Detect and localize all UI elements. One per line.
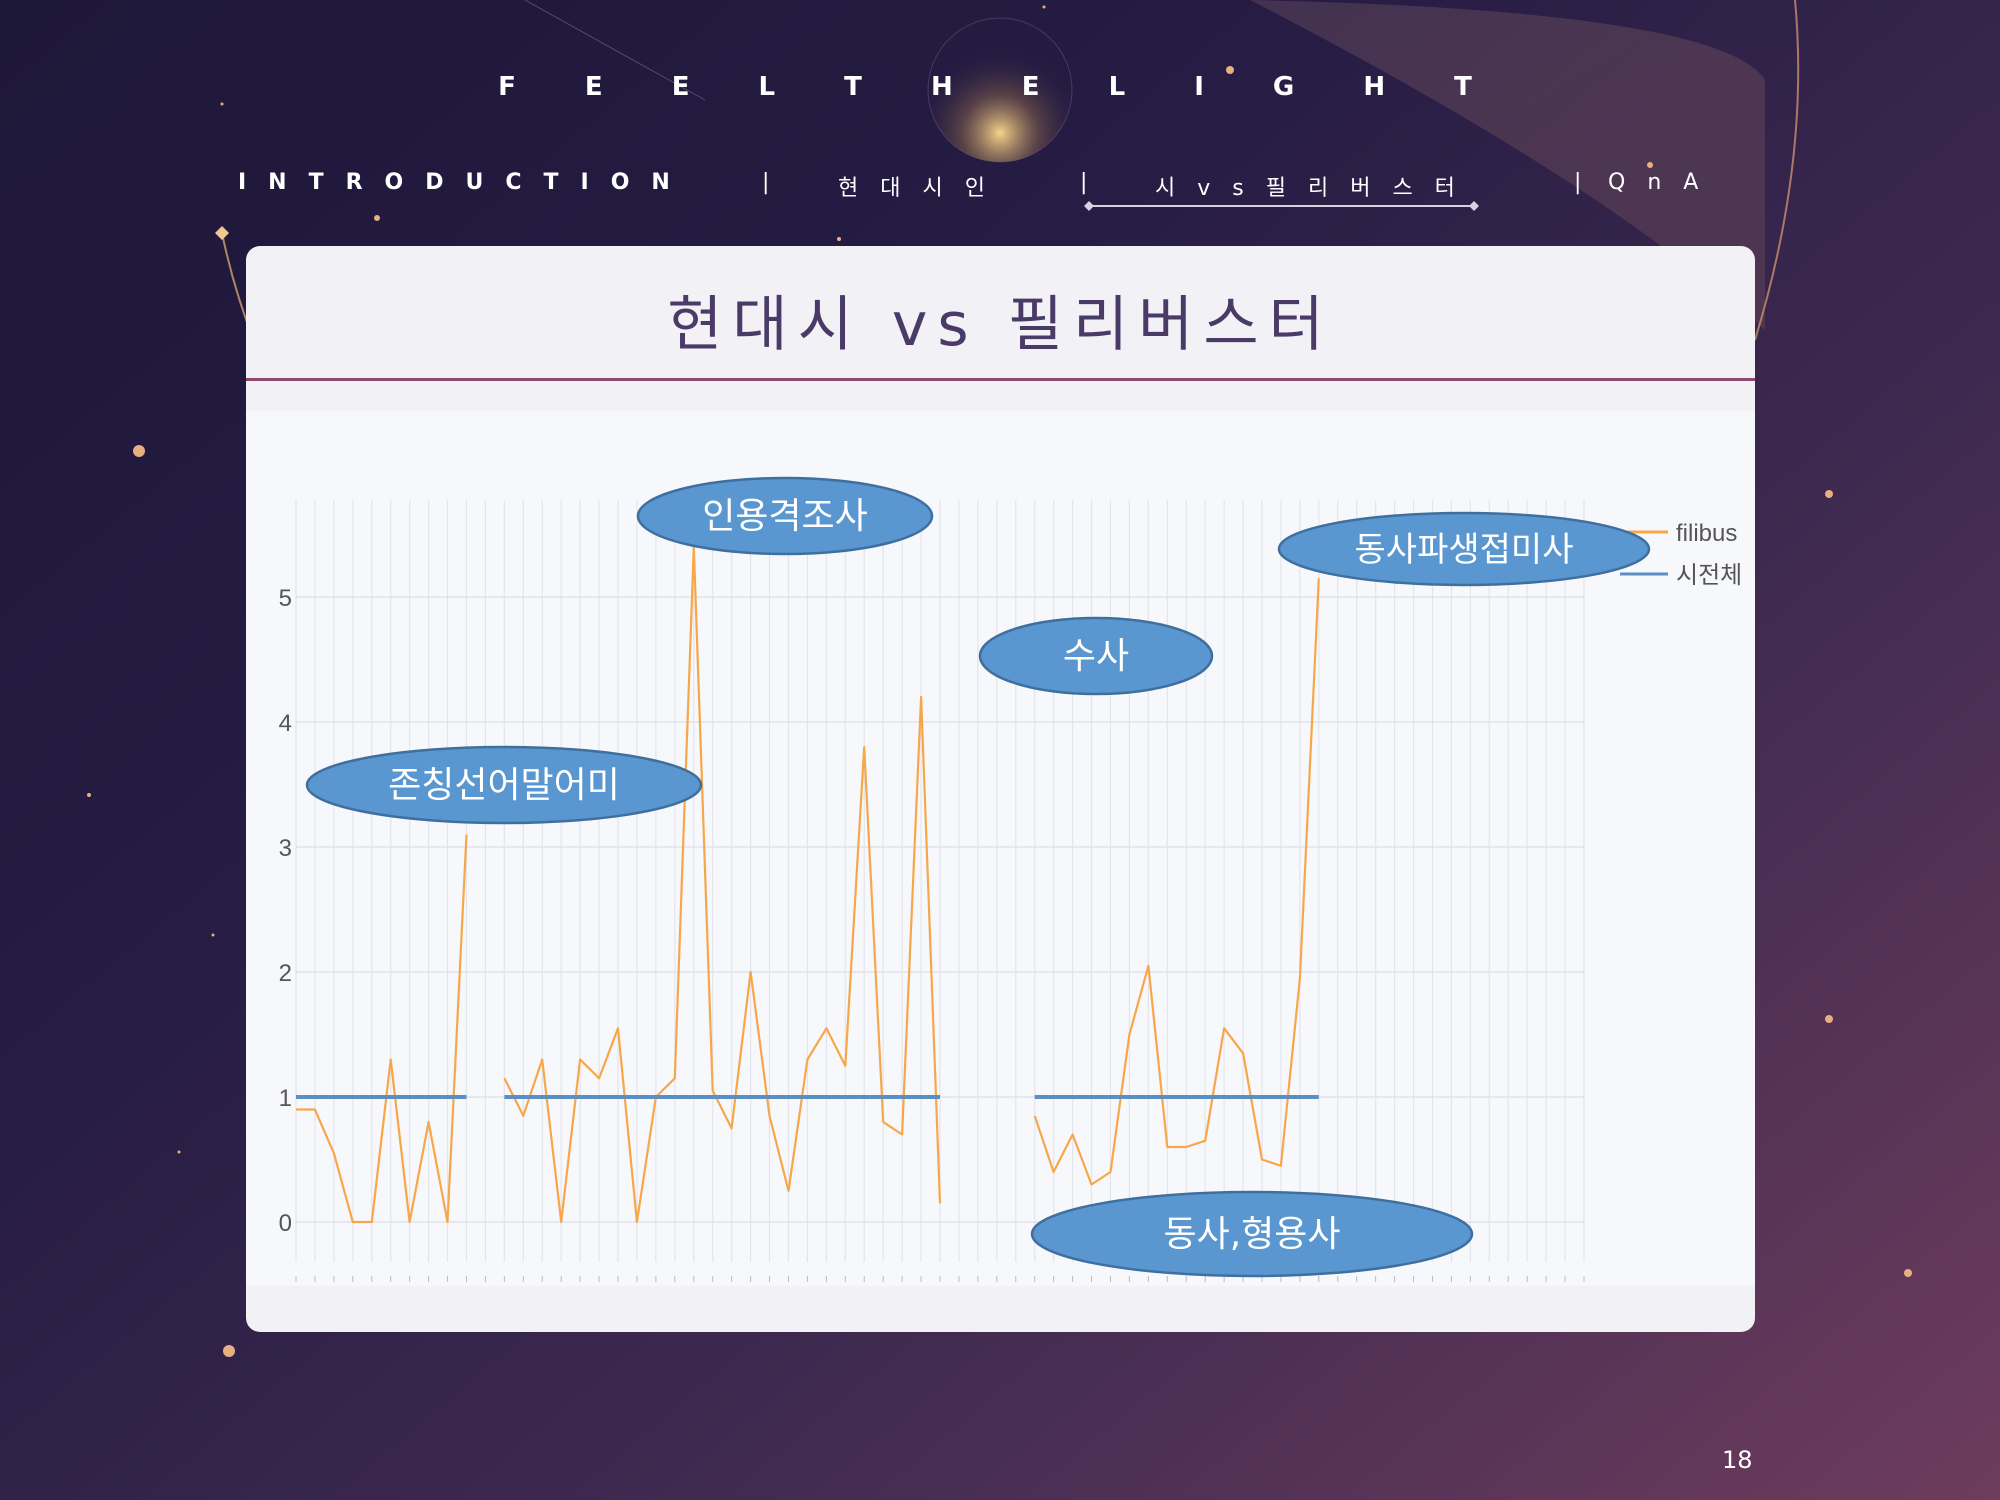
nav-poetry-vs-filibuster[interactable]: 시vs필리버스터 xyxy=(1155,176,1477,201)
nav-separator: | xyxy=(762,170,770,195)
annotation-bubble xyxy=(978,616,1214,696)
page-number: 18 xyxy=(1722,1446,1753,1474)
y-tick-label: 3 xyxy=(279,835,292,862)
annotation-bubble xyxy=(305,745,703,825)
nav-modern-poets[interactable]: 현대시인 xyxy=(838,176,1007,201)
series-line-filibus xyxy=(503,545,942,1224)
nav-introduction[interactable]: INTRODUCTION xyxy=(238,170,692,195)
slide-title: 현대시 vs 필리버스터 xyxy=(667,290,1334,360)
annotation-label: 수사 xyxy=(1063,636,1129,677)
legend-label: filibus xyxy=(1676,520,1737,547)
nav-qna[interactable]: QnA xyxy=(1608,170,1721,195)
nav-separator: | xyxy=(1080,170,1088,195)
series-line-filibus xyxy=(296,834,468,1224)
annotation-label: 동사,형용사 xyxy=(1163,1214,1340,1255)
y-tick-label: 5 xyxy=(279,585,292,612)
annotation-label: 인용격조사 xyxy=(702,496,868,537)
title-divider xyxy=(246,378,1755,381)
series-line-filibus xyxy=(1033,578,1320,1186)
annotation-bubble xyxy=(636,476,934,556)
y-tick-label: 1 xyxy=(279,1085,292,1112)
y-tick-label: 4 xyxy=(279,710,292,737)
annotation-label: 존칭선어말어미 xyxy=(388,765,620,806)
legend-label: 시전체 xyxy=(1676,562,1742,589)
y-tick-label: 0 xyxy=(279,1210,292,1237)
annotation-bubble xyxy=(1277,511,1651,587)
nav-separator: | xyxy=(1574,170,1582,195)
y-tick-label: 2 xyxy=(279,960,292,987)
brand-title: F E E L T H E L I G H T xyxy=(498,72,1502,102)
annotation-label: 동사파생접미사 xyxy=(1355,530,1574,570)
top-navigation: INTRODUCTION | 현대시인 | 시vs필리버스터 | QnA xyxy=(0,170,2000,210)
annotation-bubble xyxy=(1030,1190,1474,1278)
